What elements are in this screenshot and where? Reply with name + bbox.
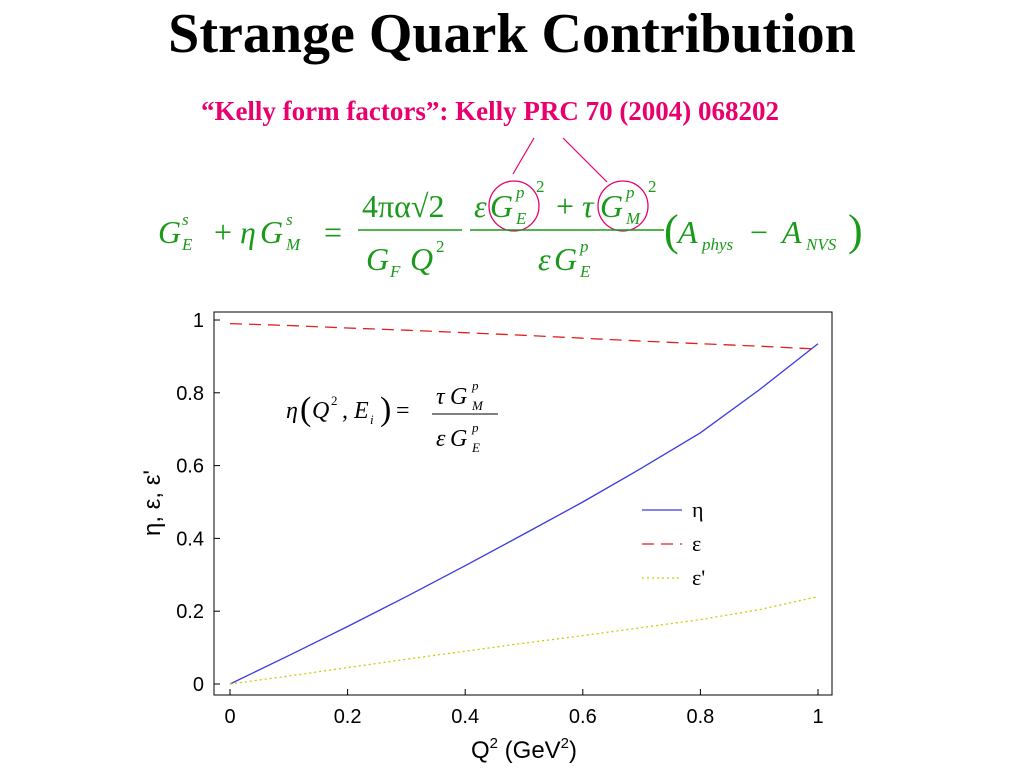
num-ge-e: E <box>515 209 527 228</box>
x-tick-label: 0.4 <box>451 706 479 728</box>
x-tick-label: 0 <box>224 706 235 728</box>
inset-e: E <box>353 398 369 424</box>
y-tick-label: 0.2 <box>176 601 204 623</box>
inset-ge-p: p <box>471 420 479 435</box>
x-tick-label: 0.8 <box>686 706 714 728</box>
a-phys-sub: phys <box>701 235 734 254</box>
num-ge-g: G <box>490 188 513 224</box>
equals-sign: = <box>324 214 342 250</box>
num-gm-m: M <box>625 209 641 228</box>
inset-gm-m: M <box>471 398 484 413</box>
a-nvs-sub: NVS <box>805 235 837 254</box>
annotation-circle-gm <box>597 180 649 232</box>
y-tick-label: 1 <box>193 310 204 332</box>
inset-ge-e: E <box>471 440 480 455</box>
legend-label-2: ε' <box>692 565 705 590</box>
inset-e-sub: i <box>370 412 374 427</box>
denominator-q-sup: 2 <box>436 237 445 256</box>
num-ge-sq: 2 <box>536 177 545 196</box>
lhs-ge-g: G <box>158 214 181 250</box>
lhs-plus: + <box>214 214 232 250</box>
den-ge-e: E <box>579 262 591 281</box>
annotation-line-left <box>512 137 535 175</box>
denominator-q: Q <box>410 241 433 277</box>
inset-eps: ε <box>436 426 446 452</box>
legend: ηε ε' <box>642 497 705 590</box>
a-phys-a: A <box>676 214 698 250</box>
inset-tau: τ <box>436 384 446 410</box>
lhs-gm-s: s <box>286 210 293 229</box>
lhs-gm-g: G <box>260 214 283 250</box>
main-formula: G s E + η G s M = 4πα√2 G F Q 2 ε G p E … <box>158 137 863 281</box>
inset-rparen: ) <box>380 391 391 428</box>
y-tick-label: 0.8 <box>176 383 204 405</box>
lhs-gm-m: M <box>285 235 301 254</box>
slide-title: Strange Quark Contribution <box>168 3 856 65</box>
gf-f: F <box>389 262 401 281</box>
inset-equals: = <box>396 398 410 424</box>
num-gm-sq: 2 <box>648 177 657 196</box>
inset-q: Q <box>312 398 329 424</box>
den-ge-p: p <box>579 237 589 256</box>
den-eps: ε <box>538 241 551 277</box>
y-tick-label: 0.4 <box>176 528 204 550</box>
rhs-minus: − <box>750 214 768 250</box>
inset-eta: η <box>286 398 298 424</box>
legend-label-1: ε <box>692 531 701 556</box>
lhs-eta: η <box>240 214 256 250</box>
inset-gm-g: G <box>450 384 467 410</box>
num-tau: τ <box>582 188 595 224</box>
legend-label-0: η <box>692 497 704 522</box>
num-gm-g: G <box>600 188 623 224</box>
annotation-line-right <box>562 137 608 183</box>
y-tick-label: 0.6 <box>176 456 204 478</box>
num-ge-p: p <box>515 183 525 202</box>
lhs-ge-e: E <box>181 235 193 254</box>
a-nvs-a: A <box>780 214 802 250</box>
num-eps: ε <box>474 188 487 224</box>
x-tick-label: 0.2 <box>334 706 362 728</box>
citation: “Kelly form factors”: Kelly PRC 70 (2004… <box>200 96 780 126</box>
series-line-2 <box>229 595 819 685</box>
num-plus: + <box>556 188 574 224</box>
inset-lparen: ( <box>300 391 311 428</box>
inset-formula: η ( Q 2 , E i ) = τ G p M ε G p E <box>286 378 498 455</box>
y-axis-label: η, ε, ε' <box>139 470 166 536</box>
num-gm-p: p <box>625 183 635 202</box>
paren-close: ) <box>848 206 863 255</box>
plot-frame <box>213 311 833 696</box>
inset-comma: , <box>342 398 348 424</box>
gf-g: G <box>366 241 389 277</box>
inset-q-sup: 2 <box>331 393 338 408</box>
inset-ge-g: G <box>450 426 467 452</box>
y-tick-label: 0 <box>193 674 204 696</box>
annotation-circle-ge <box>488 180 540 232</box>
lhs-ge-s: s <box>182 210 189 229</box>
inset-gm-p: p <box>471 378 479 393</box>
coefficient: 4πα√2 <box>362 188 444 224</box>
series-line-1 <box>229 322 819 350</box>
den-ge-g: G <box>554 241 577 277</box>
x-axis-label: Q2 (GeV2) <box>471 735 577 764</box>
x-tick-label: 0.6 <box>569 706 597 728</box>
paren-open: ( <box>664 206 679 255</box>
series-line-0 <box>229 343 819 685</box>
x-tick-label: 1 <box>812 706 823 728</box>
